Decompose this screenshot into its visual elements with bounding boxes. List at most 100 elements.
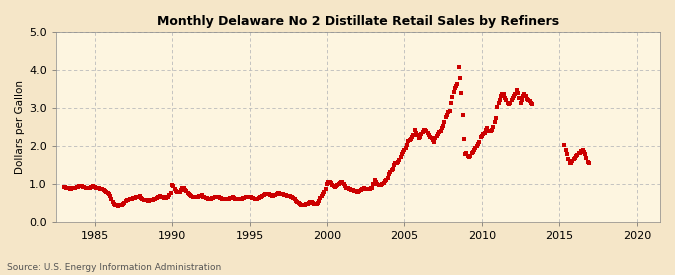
Point: [80, 185, 91, 190]
Point: [491, 116, 502, 121]
Point: [257, 194, 268, 198]
Point: [578, 150, 589, 154]
Point: [395, 155, 406, 160]
Point: [207, 196, 217, 200]
Point: [584, 161, 595, 166]
Point: [199, 195, 210, 200]
Point: [126, 197, 136, 201]
Point: [97, 187, 108, 192]
Point: [146, 198, 157, 202]
Point: [71, 185, 82, 189]
Point: [176, 188, 186, 192]
Point: [437, 126, 448, 131]
Point: [101, 190, 111, 194]
Point: [88, 184, 99, 189]
Point: [279, 192, 290, 197]
Point: [382, 176, 393, 180]
Point: [414, 134, 425, 139]
Point: [375, 183, 385, 187]
Point: [173, 190, 184, 194]
Point: [313, 200, 323, 205]
Point: [572, 153, 583, 157]
Point: [230, 196, 241, 201]
Point: [372, 182, 383, 186]
Point: [505, 100, 516, 105]
Point: [392, 161, 402, 165]
Point: [142, 199, 153, 203]
Point: [192, 194, 203, 199]
Point: [191, 195, 202, 199]
Point: [114, 203, 125, 208]
Point: [155, 194, 166, 199]
Point: [247, 196, 258, 200]
Point: [116, 202, 127, 207]
Point: [200, 196, 211, 200]
Point: [249, 196, 260, 201]
Point: [360, 186, 371, 191]
Point: [195, 194, 206, 198]
Point: [564, 160, 575, 165]
Point: [435, 128, 446, 133]
Point: [132, 195, 142, 199]
Point: [447, 95, 458, 100]
Point: [86, 185, 97, 189]
Point: [336, 180, 347, 184]
Point: [243, 194, 254, 199]
Point: [493, 101, 504, 106]
Point: [468, 149, 479, 154]
Point: [232, 196, 243, 201]
Point: [287, 195, 298, 199]
Point: [261, 191, 271, 196]
Point: [340, 183, 350, 188]
Point: [106, 197, 117, 201]
Title: Monthly Delaware No 2 Distillate Retail Sales by Refiners: Monthly Delaware No 2 Distillate Retail …: [157, 15, 559, 28]
Point: [244, 195, 255, 199]
Point: [205, 196, 215, 201]
Point: [148, 197, 159, 202]
Point: [497, 92, 508, 97]
Point: [379, 179, 390, 184]
Point: [434, 130, 445, 134]
Point: [319, 190, 330, 194]
Point: [344, 186, 354, 191]
Point: [147, 197, 158, 202]
Point: [275, 191, 286, 196]
Point: [396, 152, 407, 156]
Point: [496, 94, 507, 98]
Point: [371, 180, 381, 184]
Point: [110, 203, 121, 207]
Point: [223, 196, 234, 201]
Point: [215, 196, 225, 200]
Point: [103, 192, 114, 196]
Point: [341, 185, 352, 190]
Point: [72, 185, 83, 189]
Point: [346, 188, 357, 192]
Text: Source: U.S. Energy Information Administration: Source: U.S. Energy Information Administ…: [7, 263, 221, 272]
Point: [134, 194, 145, 199]
Point: [430, 136, 441, 141]
Point: [198, 195, 209, 199]
Point: [164, 193, 175, 197]
Point: [144, 198, 155, 203]
Point: [301, 202, 312, 207]
Point: [79, 185, 90, 189]
Point: [345, 187, 356, 192]
Point: [385, 169, 396, 174]
Point: [418, 128, 429, 132]
Point: [184, 192, 194, 197]
Point: [439, 120, 450, 125]
Point: [456, 91, 466, 96]
Point: [314, 199, 325, 203]
Point: [502, 100, 513, 105]
Point: [454, 76, 465, 81]
Point: [368, 182, 379, 186]
Point: [329, 185, 340, 189]
Point: [242, 195, 252, 199]
Point: [276, 192, 287, 196]
Point: [581, 156, 592, 160]
Point: [465, 153, 476, 158]
Point: [514, 96, 524, 100]
Point: [349, 189, 360, 193]
Point: [390, 160, 401, 165]
Point: [334, 180, 345, 185]
